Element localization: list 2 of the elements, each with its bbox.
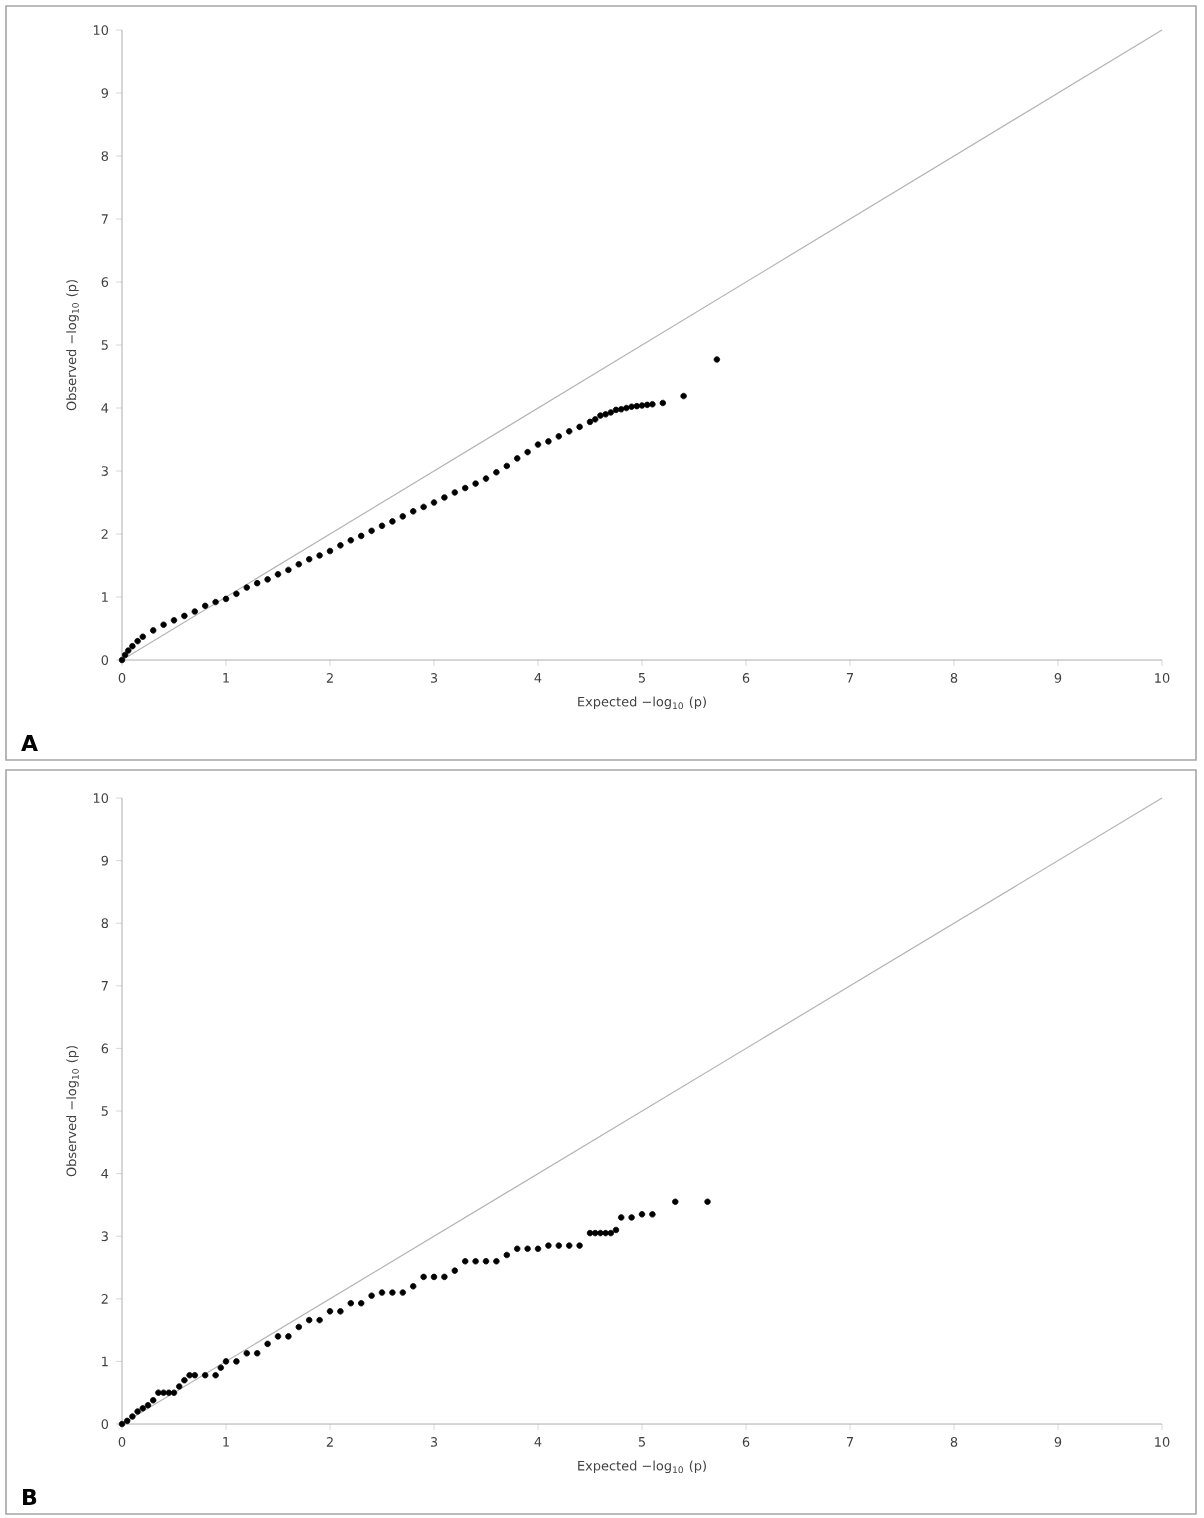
text: A <box>21 735 38 751</box>
text: B <box>23 1488 37 1505</box>
